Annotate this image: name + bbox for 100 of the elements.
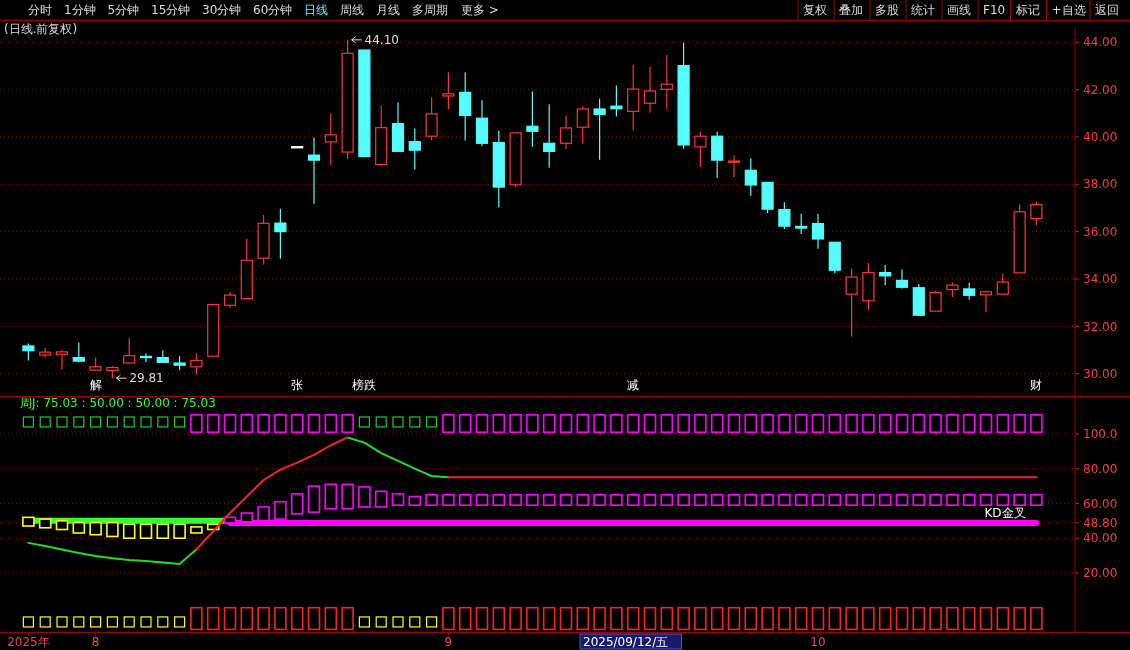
y-tick-label: 20.00 <box>1083 566 1118 581</box>
bar <box>72 521 86 534</box>
y-tick-label: 30.00 <box>1083 366 1118 381</box>
bar <box>946 414 959 434</box>
candlestick <box>627 64 640 132</box>
bar <box>122 523 136 539</box>
text: 多周期 <box>412 3 448 17</box>
candlestick <box>811 213 825 250</box>
candlestick <box>576 105 589 145</box>
bar <box>190 414 203 434</box>
bar <box>694 493 707 506</box>
bar <box>307 606 321 631</box>
bar <box>492 606 506 631</box>
x-tick-label: 榜跌 <box>352 378 377 392</box>
bar <box>929 606 942 631</box>
bar <box>878 414 892 434</box>
candlestick <box>711 131 724 179</box>
y-tick-label: 32.00 <box>1083 319 1118 334</box>
bar <box>139 523 153 539</box>
bar <box>946 493 959 506</box>
bar <box>458 606 472 631</box>
candlestick <box>795 213 808 235</box>
bar <box>257 606 270 631</box>
bar <box>862 493 875 506</box>
bar <box>526 414 539 434</box>
text: 画线 <box>947 3 971 17</box>
bar <box>828 414 842 434</box>
bar <box>458 414 472 434</box>
bar <box>895 493 909 506</box>
text: 更多 > <box>461 3 499 17</box>
bar <box>878 606 892 631</box>
bar <box>643 606 657 631</box>
bar <box>828 606 842 631</box>
bar <box>559 493 573 506</box>
text: 叠加 <box>839 3 863 17</box>
y-tick-label: 36.00 <box>1083 224 1118 239</box>
bar <box>778 493 791 506</box>
text: F10 <box>983 3 1006 17</box>
bar <box>862 606 875 631</box>
bar <box>610 606 623 631</box>
bar <box>206 414 220 434</box>
bar <box>912 414 926 434</box>
y-tick-label: 48.80 <box>1083 516 1118 531</box>
bar <box>727 606 741 631</box>
x-tick-label: 解 <box>89 378 102 392</box>
bar <box>240 606 254 631</box>
bar <box>526 606 539 631</box>
bar <box>274 606 287 631</box>
text: 返回 <box>1095 3 1119 17</box>
text: 月线 <box>376 3 400 17</box>
bar <box>173 523 186 539</box>
bar <box>341 483 354 510</box>
bar <box>912 493 926 506</box>
bar <box>845 606 858 631</box>
text: 2025/09/12/五 <box>583 635 669 649</box>
bar <box>257 414 270 434</box>
annotation: 44.10 <box>364 33 399 48</box>
candlestick <box>307 136 321 205</box>
bar <box>542 414 556 434</box>
bar <box>509 606 522 631</box>
bar <box>307 414 321 434</box>
bar <box>1013 606 1026 631</box>
bar <box>778 606 791 631</box>
bar <box>509 493 522 506</box>
bar <box>442 493 455 506</box>
bar <box>307 485 321 513</box>
bar <box>374 490 388 508</box>
candlestick <box>879 264 892 286</box>
candlestick <box>744 157 757 197</box>
y-tick-label: 40.00 <box>1083 531 1118 546</box>
bar <box>878 493 892 506</box>
x-tick-label: 减 <box>627 378 640 392</box>
text: 统计 <box>911 3 935 17</box>
bar <box>962 606 976 631</box>
bar <box>811 493 825 506</box>
bar <box>761 493 774 506</box>
candlestick <box>123 337 136 364</box>
bar <box>610 493 623 506</box>
y-tick-label: 80.00 <box>1083 461 1118 476</box>
bar <box>727 414 741 434</box>
bar <box>576 493 590 506</box>
bar <box>290 414 304 434</box>
candlestick <box>593 98 606 161</box>
bar <box>694 414 707 434</box>
candlestick <box>929 290 942 312</box>
text: 30分钟 <box>202 3 242 17</box>
x-tick-label: 8 <box>91 635 100 649</box>
bar <box>240 414 254 434</box>
bar <box>677 414 690 434</box>
bar <box>408 495 422 506</box>
bar <box>778 414 791 434</box>
bar <box>492 493 506 506</box>
bar <box>593 493 606 506</box>
text: 标记 <box>1014 3 1040 17</box>
candlestick <box>1030 200 1043 227</box>
bar <box>442 414 455 434</box>
candlestick <box>643 66 657 114</box>
bar <box>811 414 825 434</box>
bar <box>794 606 808 631</box>
bar <box>475 493 489 506</box>
